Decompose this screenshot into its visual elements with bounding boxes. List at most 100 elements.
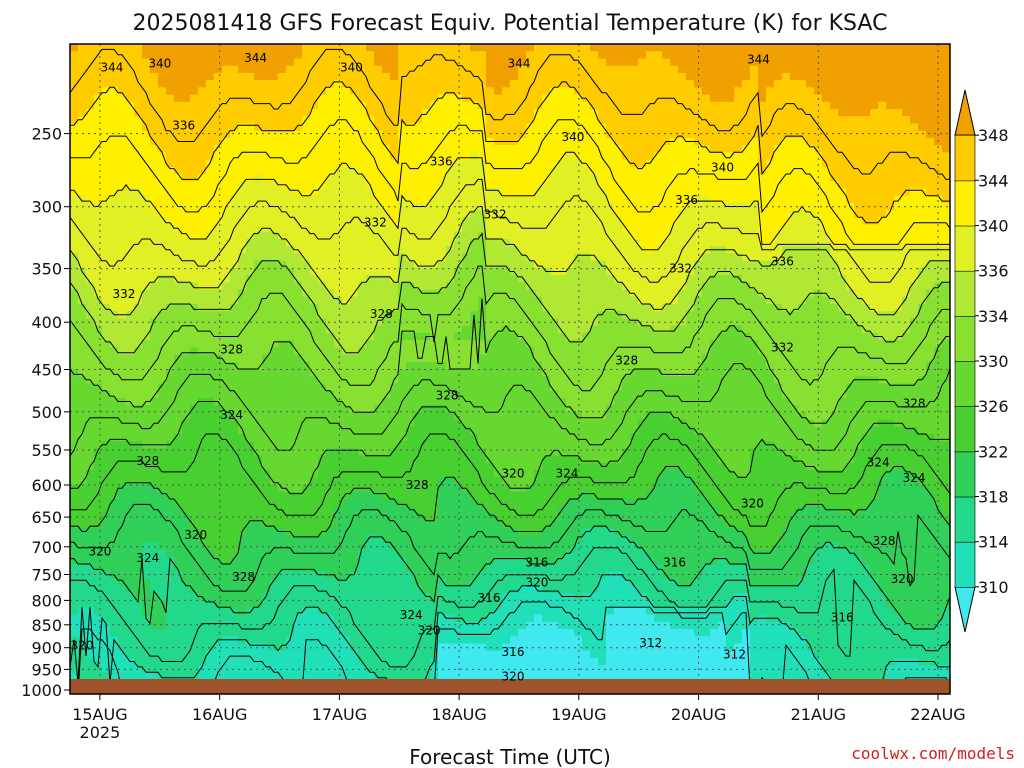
field-cell-71 — [70, 556, 79, 565]
field-cell-2627 — [302, 166, 311, 175]
field-cell-3356 — [366, 231, 375, 240]
field-cell-1592 — [206, 491, 215, 500]
field-cell-4266 — [446, 304, 455, 312]
field-cell-1104 — [166, 217, 175, 226]
field-cell-3428 — [374, 101, 383, 110]
field-cell-4935 — [502, 585, 511, 594]
field-cell-1733 — [222, 210, 231, 218]
field-cell-2966 — [326, 665, 335, 673]
field-cell-3344 — [366, 145, 375, 153]
field-cell-2605 — [294, 657, 303, 666]
field-cell-1517 — [198, 600, 207, 608]
field-cell-4670 — [478, 621, 487, 630]
field-cell-2520 — [294, 44, 303, 52]
field-cell-1319 — [182, 470, 191, 478]
field-cell-1336 — [182, 592, 191, 601]
field-cell-2843 — [318, 426, 327, 435]
field-cell-1719 — [222, 109, 231, 117]
field-cell-2403 — [278, 499, 287, 507]
field-cell-474 — [110, 217, 119, 226]
field-cell-66 — [70, 520, 79, 529]
field-cell-1202 — [174, 275, 183, 283]
field-cell-4116 — [430, 520, 439, 529]
field-cell-3702 — [398, 130, 407, 139]
field-cell-956 — [150, 448, 159, 457]
field-cell-1981 — [246, 51, 255, 60]
field-cell-1270 — [182, 116, 191, 125]
field-cell-939 — [150, 325, 159, 334]
field-cell-3588 — [382, 607, 391, 616]
field-cell-1902 — [238, 130, 247, 139]
field-cell-2847 — [318, 455, 327, 464]
field-cell-408 — [102, 390, 111, 399]
field-cell-4656 — [478, 520, 487, 529]
field-cell-4507 — [470, 94, 479, 103]
field-cell-2715 — [310, 152, 319, 161]
field-cell-2622 — [302, 130, 311, 139]
field-cell-944 — [150, 361, 159, 370]
field-cell-4108 — [430, 462, 439, 471]
field-cell-2976 — [334, 87, 343, 96]
field-cell-4802 — [494, 275, 503, 283]
field-cell-224 — [86, 361, 95, 370]
field-cell-1903 — [238, 137, 247, 146]
field-cell-2687 — [302, 600, 311, 608]
field-cell-3286 — [358, 376, 367, 385]
field-cell-3857 — [406, 600, 415, 608]
field-cell-1173 — [174, 65, 183, 74]
field-cell-2737 — [310, 311, 319, 320]
field-cell-1522 — [198, 636, 207, 645]
field-cell-4608 — [478, 174, 487, 182]
field-cell-1736 — [222, 231, 231, 240]
field-cell-1404 — [190, 434, 199, 442]
field-cell-4876 — [502, 159, 511, 168]
field-cell-4761 — [486, 629, 495, 637]
field-cell-730 — [134, 116, 143, 125]
field-cell-3963 — [422, 65, 431, 74]
field-cell-1174 — [174, 72, 183, 81]
field-cell-733 — [134, 137, 143, 146]
field-cell-1394 — [190, 361, 199, 370]
field-cell-324 — [94, 434, 103, 442]
field-cell-167 — [78, 600, 87, 608]
field-cell-2990 — [334, 188, 343, 197]
field-cell-4834 — [494, 506, 503, 515]
field-cell-680 — [126, 405, 135, 413]
field-cell-1128 — [166, 390, 175, 399]
field-cell-2316 — [270, 520, 279, 529]
field-cell-838 — [142, 246, 151, 255]
field-cell-1900 — [238, 116, 247, 125]
field-cell-1309 — [182, 397, 191, 406]
field-cell-4596 — [478, 87, 487, 96]
field-cell-1929 — [238, 325, 247, 334]
field-cell-3135 — [342, 585, 351, 594]
field-cell-1373 — [190, 210, 199, 218]
field-cell-2239 — [262, 614, 271, 623]
field-cell-1947 — [238, 455, 247, 464]
field-cell-4523 — [470, 210, 479, 218]
field-cell-1653 — [214, 282, 223, 291]
field-cell-2905 — [326, 224, 335, 233]
field-cell-1147 — [166, 527, 175, 536]
field-cell-4570 — [470, 549, 479, 558]
field-cell-3912 — [414, 347, 423, 356]
field-cell-4680 — [486, 44, 495, 52]
field-cell-216 — [86, 304, 95, 312]
field-cell-1794 — [222, 650, 231, 659]
field-cell-19 — [70, 181, 79, 190]
field-cell-2500 — [286, 549, 295, 558]
field-cell-1721 — [222, 123, 231, 132]
field-cell-4312 — [446, 636, 455, 645]
field-cell-1856 — [230, 448, 239, 457]
field-cell-2889 — [326, 109, 335, 117]
field-cell-3513 — [382, 65, 391, 74]
field-cell-362 — [102, 58, 111, 67]
field-cell-2372 — [278, 275, 287, 283]
field-cell-1752 — [222, 347, 231, 356]
field-cell-502 — [110, 419, 119, 428]
field-cell-2165 — [262, 80, 271, 88]
field-cell-3886 — [414, 159, 423, 168]
field-cell-3124 — [342, 506, 351, 515]
field-cell-3897 — [414, 239, 423, 247]
field-cell-2204 — [262, 361, 271, 370]
